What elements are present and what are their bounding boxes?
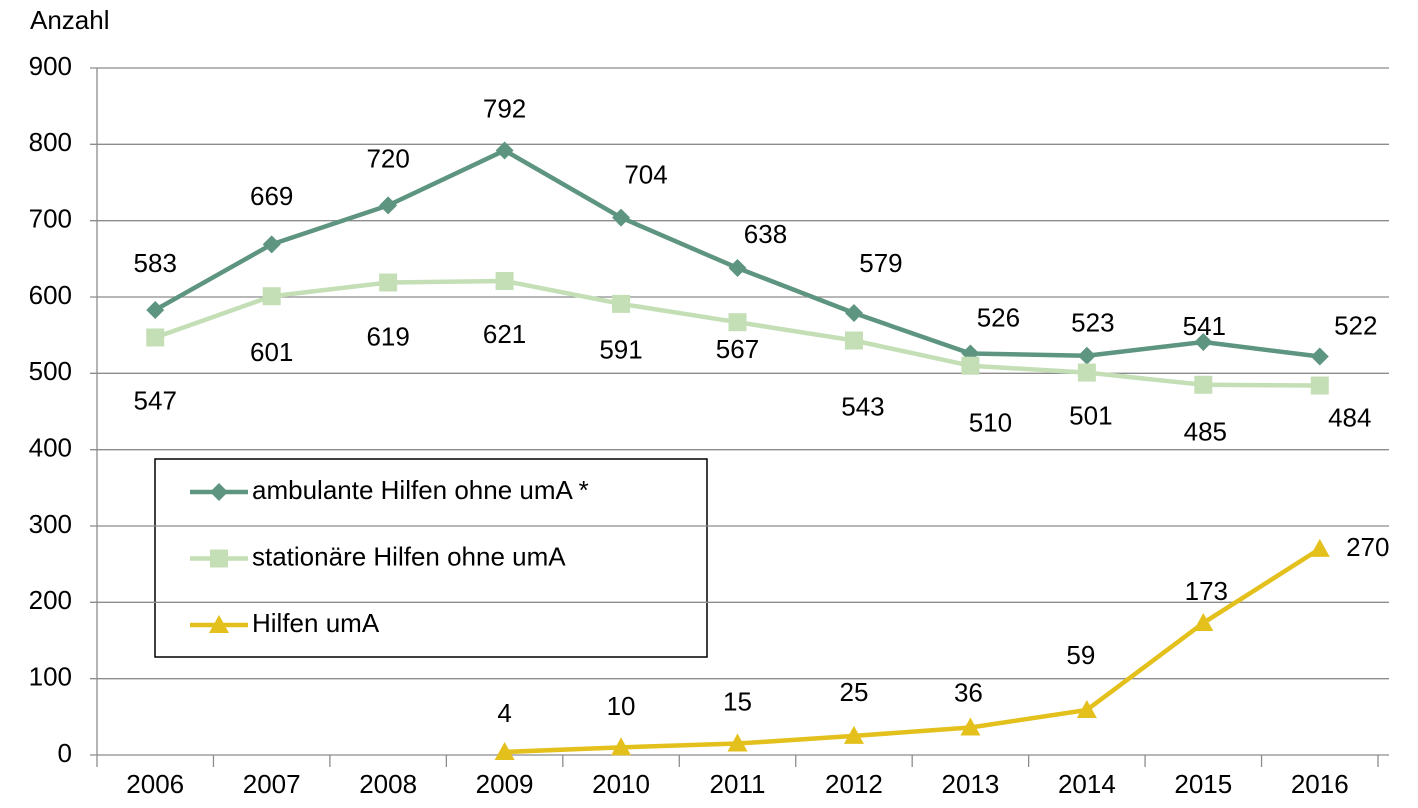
data-point (379, 196, 398, 215)
data-point (379, 273, 398, 292)
data-point (1077, 346, 1096, 365)
x-tick-label: 2010 (592, 769, 650, 799)
data-label: 4 (497, 698, 511, 728)
x-tick-label: 2011 (710, 769, 766, 799)
data-label: 541 (1183, 311, 1226, 341)
data-point (612, 208, 631, 227)
y-tick-label: 700 (29, 204, 72, 234)
data-point (843, 725, 864, 744)
data-label: 522 (1334, 310, 1377, 340)
data-label: 591 (599, 335, 642, 365)
data-point (494, 741, 515, 760)
x-tick-label: 2016 (1291, 769, 1349, 799)
data-label: 173 (1185, 576, 1228, 606)
data-point (727, 733, 748, 752)
legend-label: Hilfen umA (252, 608, 380, 638)
y-tick-label: 200 (29, 585, 72, 615)
data-label: 510 (969, 408, 1012, 438)
x-tick-label: 2012 (825, 769, 883, 799)
legend-marker (209, 615, 229, 633)
data-point (844, 331, 863, 350)
y-tick-label: 400 (29, 433, 72, 463)
data-point (612, 294, 631, 313)
data-point (1310, 347, 1329, 366)
data-label: 567 (716, 334, 759, 364)
data-point (728, 258, 747, 277)
data-point (1193, 612, 1214, 631)
x-tick-label: 2008 (359, 769, 417, 799)
data-point (146, 328, 165, 347)
data-label: 704 (624, 159, 667, 189)
data-label: 59 (1066, 640, 1095, 670)
data-point (611, 737, 632, 756)
data-label: 25 (839, 677, 868, 707)
data-point (1194, 333, 1213, 352)
data-point (728, 313, 747, 332)
y-tick-label: 0 (58, 738, 72, 768)
data-label: 36 (954, 677, 983, 707)
data-label: 579 (859, 248, 902, 278)
data-point (262, 287, 281, 306)
data-point (1310, 376, 1329, 395)
data-point (961, 356, 980, 375)
data-label: 15 (723, 686, 752, 716)
data-label: 601 (250, 337, 293, 367)
data-label: 501 (1069, 400, 1112, 430)
data-label: 638 (744, 219, 787, 249)
data-label: 484 (1328, 402, 1371, 432)
legend-label: ambulante Hilfen ohne umA * (252, 475, 589, 505)
data-point (146, 300, 165, 319)
data-point (262, 235, 281, 254)
data-point (844, 304, 863, 323)
legend-label: stationäre Hilfen ohne umA (252, 541, 566, 571)
data-point (495, 141, 514, 160)
data-label: 523 (1071, 308, 1114, 338)
data-point (1076, 699, 1097, 718)
y-tick-label: 900 (29, 51, 72, 81)
data-label: 720 (366, 143, 409, 173)
data-label: 270 (1346, 532, 1389, 562)
x-tick-label: 2015 (1174, 769, 1232, 799)
y-tick-label: 100 (29, 662, 72, 692)
data-label: 526 (977, 302, 1020, 332)
y-axis-title: Anzahl (30, 5, 110, 35)
data-point (1077, 363, 1096, 382)
data-label: 547 (134, 385, 177, 415)
y-tick-label: 500 (29, 356, 72, 386)
data-point (1309, 538, 1330, 557)
data-label: 543 (841, 391, 884, 421)
series-line (504, 547, 1321, 755)
data-label: 621 (483, 319, 526, 349)
x-tick-label: 2007 (243, 769, 301, 799)
x-tick-label: 2009 (476, 769, 534, 799)
x-tick-label: 2013 (941, 769, 999, 799)
legend-marker (210, 549, 228, 568)
data-label: 792 (483, 93, 526, 123)
x-tick-label: 2014 (1058, 769, 1116, 799)
data-point (960, 717, 981, 736)
data-point (1194, 375, 1213, 394)
y-tick-label: 600 (29, 280, 72, 310)
data-label: 669 (250, 181, 293, 211)
x-tick-label: 2006 (126, 769, 184, 799)
y-tick-label: 300 (29, 509, 72, 539)
data-label: 485 (1184, 417, 1227, 447)
data-label: 619 (366, 321, 409, 351)
data-label: 583 (134, 248, 177, 278)
y-tick-label: 800 (29, 127, 72, 157)
data-label: 10 (607, 691, 636, 721)
legend-marker (210, 483, 228, 501)
data-point (495, 271, 514, 290)
